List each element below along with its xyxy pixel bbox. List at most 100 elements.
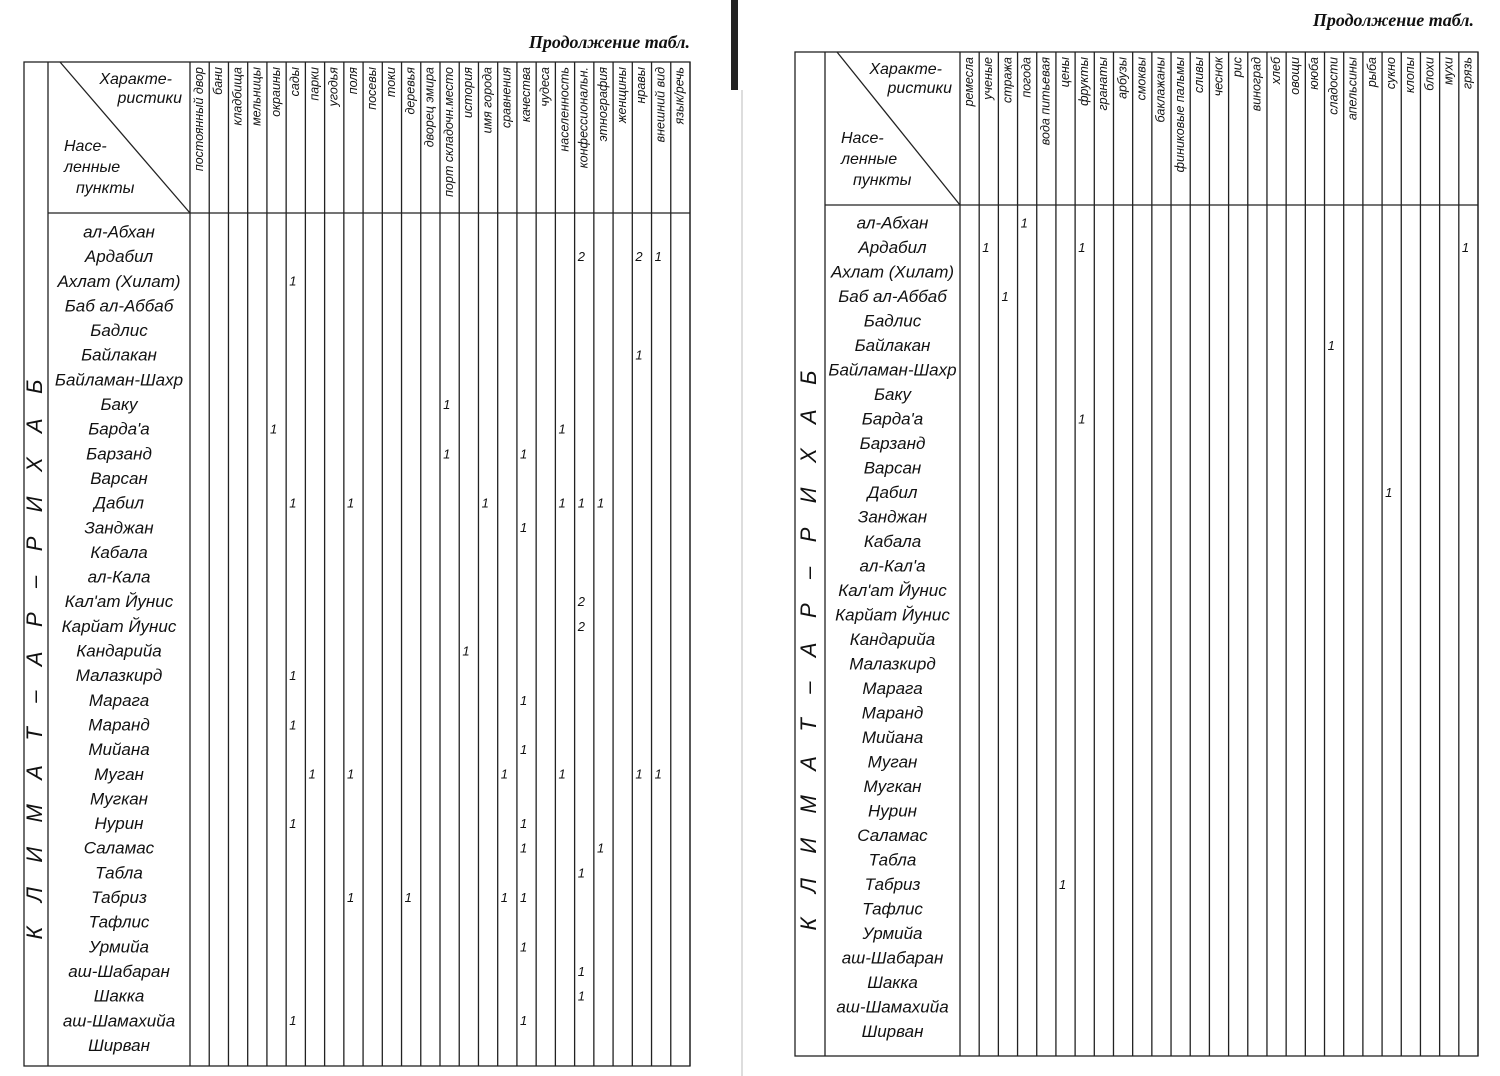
column-heading: ученые (981, 57, 995, 101)
column-heading: мухи (1442, 57, 1456, 85)
cell-value: 1 (289, 668, 296, 683)
column-heading: хлеб (1269, 56, 1283, 85)
row-name: Бадлис (90, 321, 148, 340)
cell-value: 1 (520, 816, 527, 831)
cell-value: 1 (982, 240, 989, 255)
cell-value: 1 (655, 249, 662, 264)
cell-value: 1 (482, 496, 489, 511)
row-name: ал-Абхан (857, 213, 929, 232)
column-heading: апельсины (1346, 57, 1360, 120)
column-heading: качества (519, 67, 533, 122)
row-name: Карйат Йунис (62, 616, 177, 636)
column-heading: сукно (1384, 57, 1398, 89)
column-heading: населенность (557, 67, 571, 152)
row-name: Шакка (867, 973, 918, 992)
row-name: Малазкирд (849, 654, 936, 673)
corner-heading: пункты (853, 172, 912, 189)
cell-value: 1 (520, 1013, 527, 1028)
row-name: Табла (869, 850, 917, 869)
side-label: К Л И М А Т – А Р – Р И Х А Б (22, 379, 47, 939)
row-name: Тафлис (862, 899, 923, 918)
row-name: Варсан (864, 458, 922, 477)
cell-value: 1 (520, 841, 527, 856)
cell-value: 1 (635, 348, 642, 363)
cell-value: 1 (1462, 240, 1469, 255)
row-name: Кандарийа (76, 642, 162, 661)
column-heading: грязь (1461, 57, 1475, 89)
cell-value: 1 (347, 890, 354, 905)
cell-value: 1 (308, 767, 315, 782)
row-name: Мийана (88, 740, 149, 759)
row-name: Саламас (84, 839, 155, 858)
row-name: Нурин (94, 814, 144, 833)
row-name: Муган (868, 752, 918, 771)
row-name: аш-Шабаран (68, 962, 170, 981)
column-heading: деревья (403, 67, 417, 115)
column-heading: сравнения (500, 67, 514, 128)
cell-value: 1 (289, 274, 296, 289)
cell-value: 1 (655, 767, 662, 782)
row-name: Кабала (864, 532, 921, 551)
cell-value: 1 (1385, 485, 1392, 500)
cell-value: 1 (289, 816, 296, 831)
column-heading: блохи (1422, 57, 1436, 91)
cell-value: 1 (597, 841, 604, 856)
column-heading: баклажаны (1154, 57, 1168, 123)
cell-value: 1 (635, 767, 642, 782)
cell-value: 1 (405, 890, 412, 905)
column-heading: чудеса (538, 67, 552, 107)
row-name: Урмийа (88, 937, 149, 956)
cell-value: 1 (1059, 877, 1066, 892)
cell-value: 1 (520, 742, 527, 757)
row-name: Бадлис (864, 311, 922, 330)
column-heading: виноград (1250, 57, 1264, 111)
cell-value: 1 (289, 717, 296, 732)
cell-value: 1 (1021, 215, 1028, 230)
cell-value: 1 (1078, 240, 1085, 255)
cell-value: 1 (520, 446, 527, 461)
cell-value: 1 (501, 890, 508, 905)
column-heading: дворец эмира (423, 67, 437, 147)
corner-heading: Характе- (868, 61, 942, 78)
cell-value: 1 (289, 496, 296, 511)
column-heading: нравы (634, 67, 648, 104)
corner-diagonal (836, 51, 961, 206)
column-heading: финиковые пальмы (1173, 57, 1187, 172)
column-heading: окраины (269, 67, 283, 117)
row-name: Ардабил (84, 247, 154, 266)
row-name: Мугкан (90, 789, 149, 808)
row-name: Ардабил (857, 238, 927, 257)
column-heading: сады (288, 67, 302, 96)
cell-value: 2 (634, 249, 643, 264)
row-name: Шакка (94, 987, 145, 1006)
cell-value: 1 (347, 767, 354, 782)
row-name: Нурин (868, 801, 918, 820)
row-name: Барда'а (862, 409, 924, 428)
cell-value: 1 (520, 520, 527, 535)
row-name: Маранд (88, 715, 149, 734)
row-name: Ширван (88, 1036, 151, 1055)
row-name: аш-Шабаран (842, 948, 944, 967)
corner-heading: ленные (840, 151, 897, 168)
cell-value: 1 (1328, 338, 1335, 353)
row-name: Баку (874, 385, 913, 404)
row-name: Саламас (857, 826, 928, 845)
cell-value: 1 (578, 496, 585, 511)
cell-value: 1 (520, 890, 527, 905)
column-heading: угодья (327, 67, 341, 108)
row-name: Занджан (858, 507, 928, 526)
cell-value: 1 (501, 767, 508, 782)
cell-value: 2 (577, 619, 586, 634)
table-caption: Продолжение табл. (528, 32, 690, 52)
row-name: Тафлис (89, 913, 150, 932)
row-name: аш-Шамахийа (836, 997, 948, 1016)
cell-value: 1 (1078, 411, 1085, 426)
row-name: Варсан (90, 469, 148, 488)
row-name: Баб ал-Аббаб (65, 296, 175, 315)
cell-value: 1 (558, 422, 565, 437)
column-heading: вода питьевая (1039, 57, 1053, 146)
cell-value: 1 (347, 496, 354, 511)
cell-value: 1 (558, 767, 565, 782)
row-name: Дабил (865, 483, 917, 502)
